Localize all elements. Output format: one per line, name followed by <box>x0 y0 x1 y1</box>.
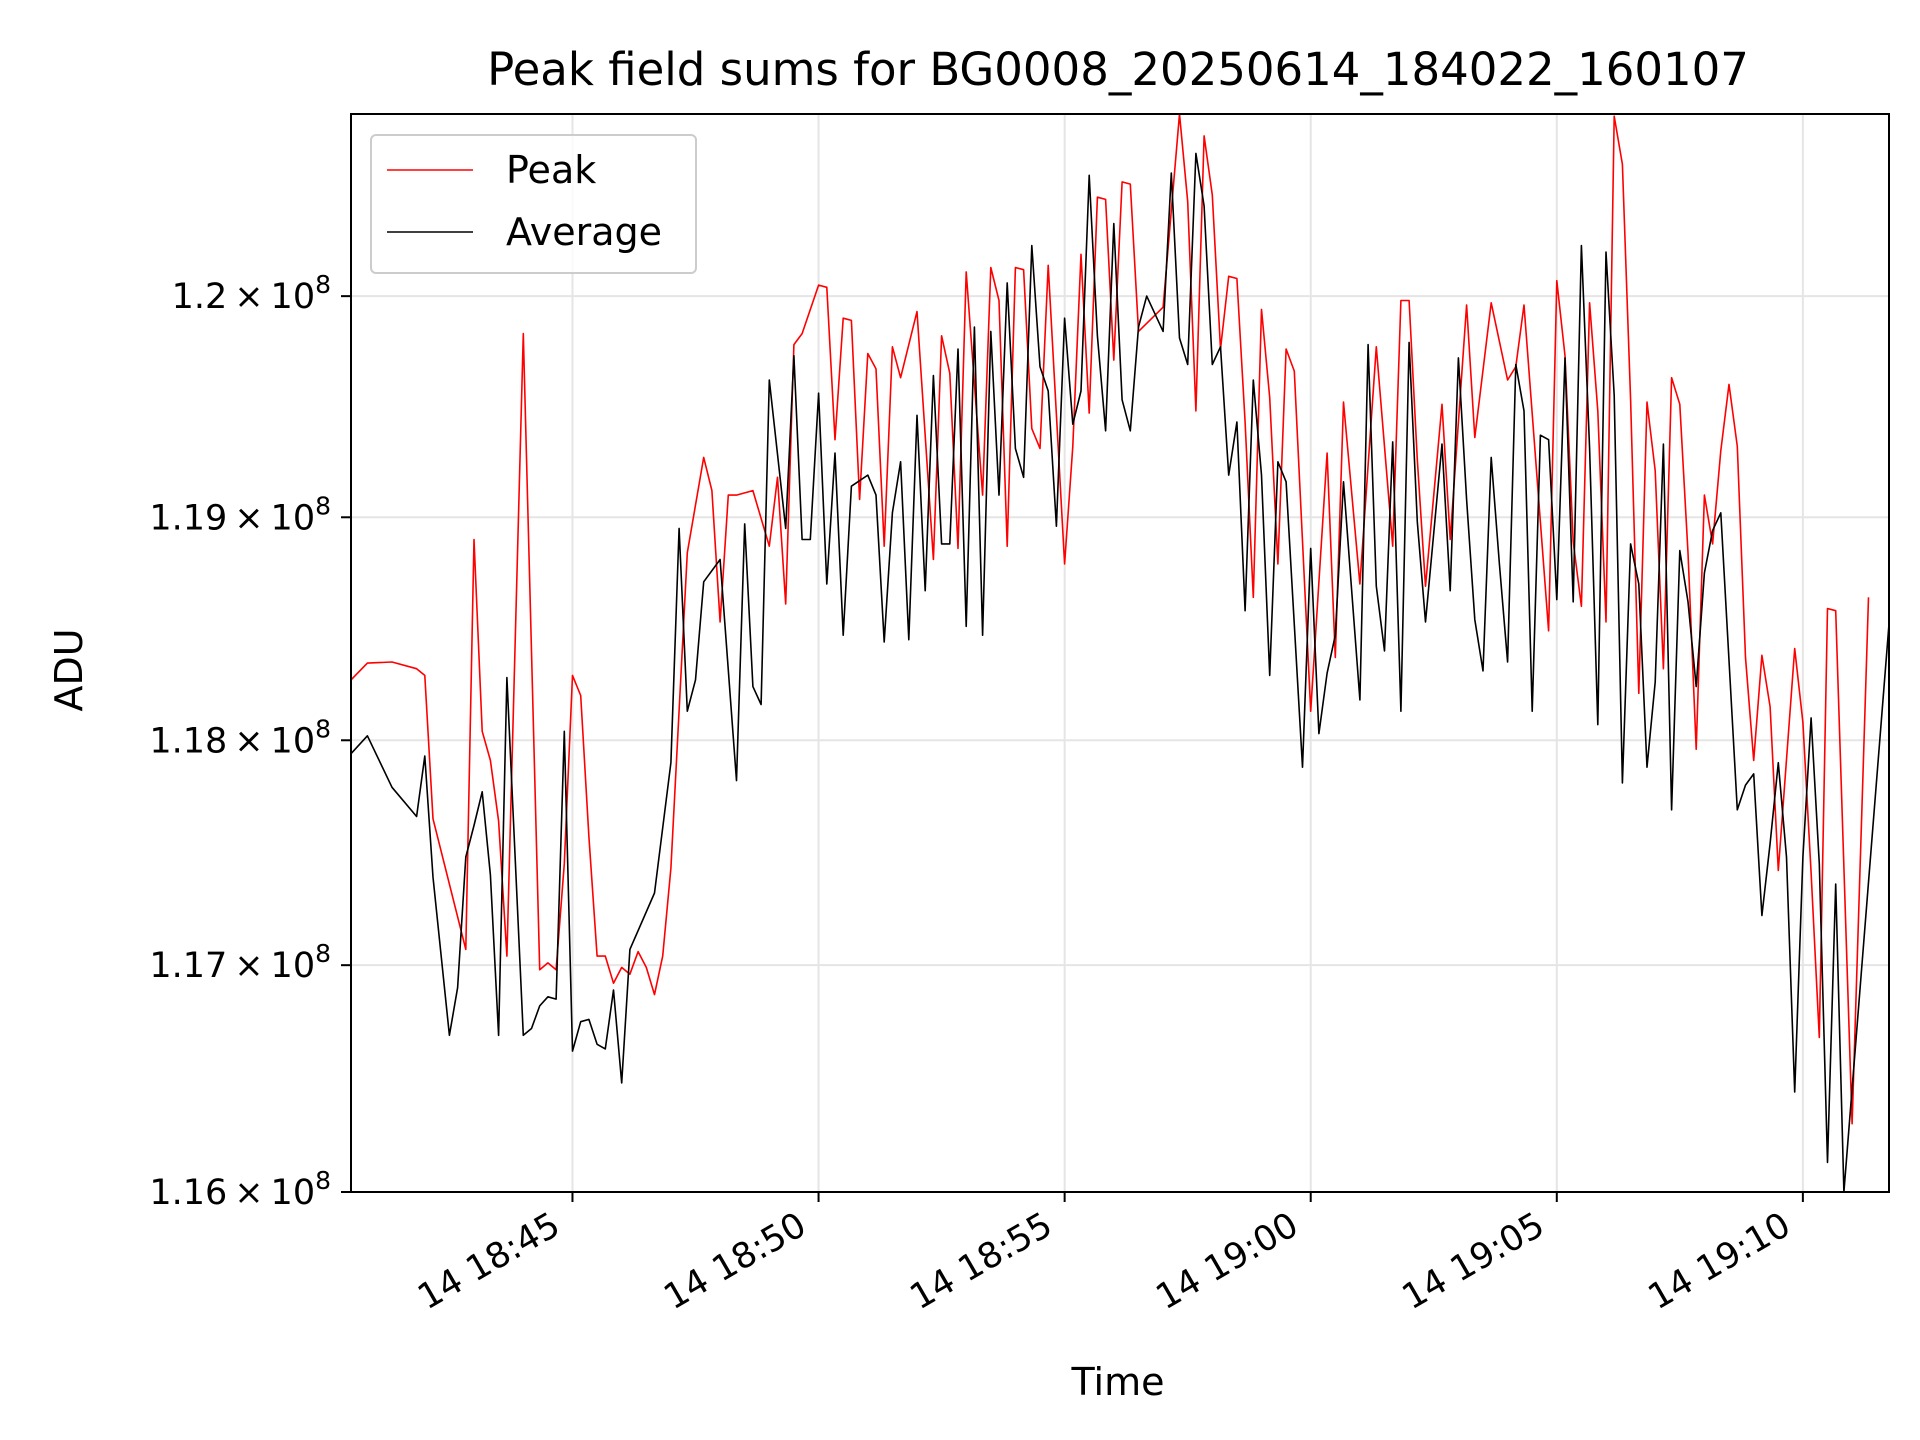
y-tick-exponent: 8 <box>315 270 331 299</box>
y-tick-exponent: 8 <box>315 714 331 743</box>
y-axis: 1.16 × 108 1.17 × 108 1.18 × 108 1.19 × 108… <box>149 270 351 1213</box>
y-tick-exponent: 8 <box>315 1166 331 1195</box>
y-tick-mantissa: 1.2 <box>172 277 228 317</box>
series-line-average <box>351 152 1889 1192</box>
legend-label-peak: Peak <box>506 148 596 192</box>
plot-area <box>351 114 1889 1192</box>
y-tick-mantissa: 1.16 <box>149 1173 227 1213</box>
y-axis-label: ADU <box>47 628 91 711</box>
series-line-peak <box>351 114 1870 1125</box>
plot-frame <box>350 113 1890 1193</box>
y-tick-label: 1.2 × 108 <box>172 270 331 317</box>
y-tick-exponent: 8 <box>315 939 331 968</box>
y-tick-mantissa: 1.18 <box>149 721 227 761</box>
y-tick-mantissa: 1.17 <box>149 946 227 986</box>
y-tick-label: 1.19 × 108 <box>149 491 331 538</box>
y-tick-exponent: 8 <box>315 491 331 520</box>
legend-label-average: Average <box>506 210 662 254</box>
legend: Peak Average <box>370 134 697 274</box>
chart-title: Peak field sums for BG0008_20250614_1840… <box>487 43 1749 96</box>
y-tick-mantissa: 1.19 <box>149 498 227 538</box>
y-tick-label: 1.17 × 108 <box>149 939 331 986</box>
y-tick-label: 1.16 × 108 <box>149 1166 331 1213</box>
x-axis-label: Time <box>1071 1360 1165 1404</box>
y-tick-label: 1.18 × 108 <box>149 714 331 761</box>
